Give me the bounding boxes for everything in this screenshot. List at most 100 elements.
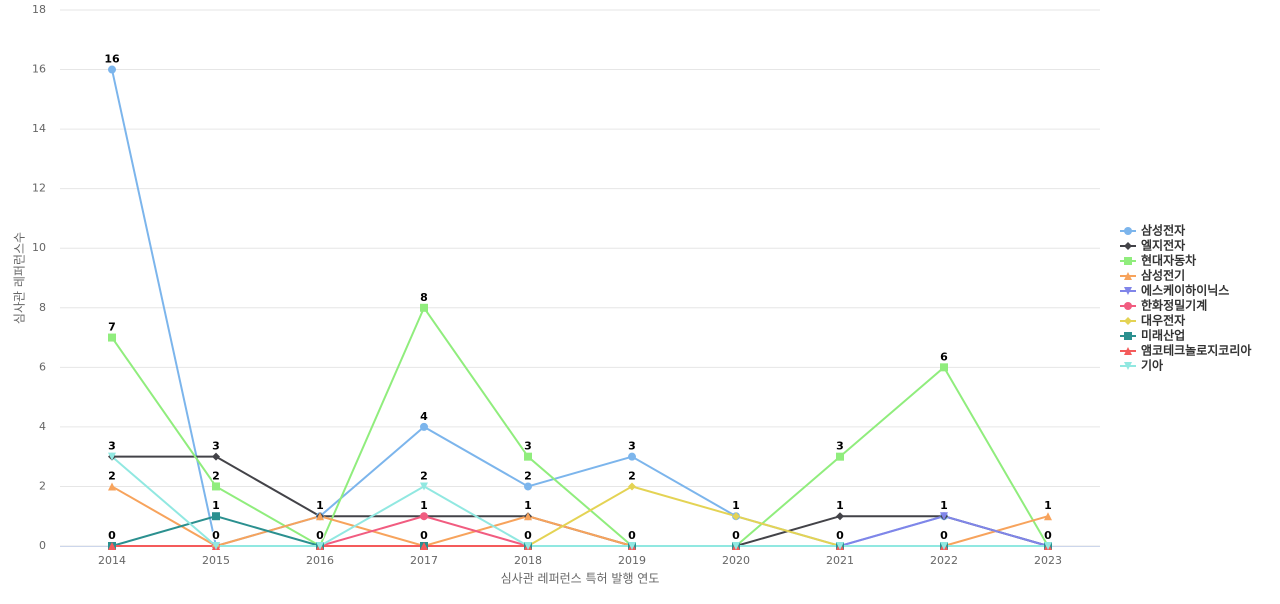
data-label: 3 xyxy=(212,440,220,453)
y-tick-label: 10 xyxy=(32,241,46,254)
data-label: 2 xyxy=(420,469,428,482)
data-label: 2 xyxy=(108,469,116,482)
data-label: 7 xyxy=(108,321,116,334)
point xyxy=(316,512,324,521)
point xyxy=(628,452,636,461)
data-label: 1 xyxy=(420,499,428,512)
point xyxy=(1124,272,1132,280)
point xyxy=(212,512,220,521)
legend-label: 미래산업 xyxy=(1141,328,1185,343)
point xyxy=(1124,362,1132,370)
point xyxy=(1124,317,1132,325)
data-label: 0 xyxy=(1044,529,1052,542)
point xyxy=(108,65,116,74)
point xyxy=(940,542,948,550)
legend-label: 삼성전자 xyxy=(1141,223,1185,238)
point xyxy=(940,363,948,372)
legend-item: 현대자동차 xyxy=(1120,253,1196,268)
x-tick-label: 2015 xyxy=(202,554,230,567)
point xyxy=(836,512,844,521)
point xyxy=(628,542,636,550)
legend-label: 기아 xyxy=(1141,358,1163,373)
point xyxy=(420,422,428,431)
data-label: 0 xyxy=(628,529,636,542)
legend-item: 에스케이하이닉스 xyxy=(1120,283,1229,298)
legend-item: 삼성전기 xyxy=(1120,268,1185,283)
point xyxy=(108,542,116,550)
x-tick-label: 2020 xyxy=(722,554,750,567)
point xyxy=(1124,347,1132,355)
point xyxy=(212,482,220,491)
legend-item: 미래산업 xyxy=(1120,328,1185,343)
data-label: 1 xyxy=(316,499,324,512)
data-label: 0 xyxy=(108,529,116,542)
point xyxy=(108,452,116,461)
data-label: 0 xyxy=(316,529,324,542)
point xyxy=(420,542,428,550)
x-tick-label: 2018 xyxy=(514,554,542,567)
point xyxy=(212,452,220,461)
data-label: 0 xyxy=(212,529,220,542)
data-label: 1 xyxy=(836,499,844,512)
series-line xyxy=(111,305,1049,548)
data-label: 2 xyxy=(212,469,220,482)
point xyxy=(1124,332,1132,340)
point xyxy=(524,542,532,550)
data-label: 1 xyxy=(524,499,532,512)
data-label: 2 xyxy=(628,469,636,482)
data-label: 6 xyxy=(940,350,948,363)
y-tick-label: 14 xyxy=(32,122,46,135)
legend-item: 기아 xyxy=(1120,358,1163,373)
legend-label: 대우전자 xyxy=(1141,313,1185,328)
data-label: 3 xyxy=(524,440,532,453)
point xyxy=(940,512,948,521)
point xyxy=(1124,242,1132,250)
point xyxy=(108,482,116,491)
data-label: 8 xyxy=(420,291,428,304)
point xyxy=(524,482,532,491)
point xyxy=(524,452,532,461)
data-label: 3 xyxy=(628,440,636,453)
legend-label: 한화정밀기계 xyxy=(1141,298,1207,313)
x-tick-label: 2023 xyxy=(1034,554,1062,567)
point xyxy=(1044,512,1052,521)
data-label: 16 xyxy=(104,53,120,66)
legend-item: 엘지전자 xyxy=(1120,238,1185,253)
legend-label: 현대자동차 xyxy=(1141,253,1196,268)
series-line xyxy=(111,455,1048,547)
point xyxy=(420,482,428,491)
point xyxy=(316,542,324,550)
data-label: 1 xyxy=(212,499,220,512)
data-label: 1 xyxy=(940,499,948,512)
data-label: 0 xyxy=(524,529,532,542)
data-label: 1 xyxy=(732,499,740,512)
legend-item: 대우전자 xyxy=(1120,313,1185,328)
y-tick-label: 0 xyxy=(39,539,46,552)
point xyxy=(1124,287,1132,295)
point xyxy=(1124,227,1132,235)
data-label: 2 xyxy=(524,469,532,482)
x-tick-label: 2022 xyxy=(930,554,958,567)
legend-label: 에스케이하이닉스 xyxy=(1141,283,1229,298)
point xyxy=(836,452,844,461)
y-tick-label: 8 xyxy=(39,301,46,314)
x-tick-label: 2019 xyxy=(618,554,646,567)
y-tick-label: 2 xyxy=(39,479,46,492)
legend-item: 삼성전자 xyxy=(1120,223,1185,238)
data-label: 0 xyxy=(420,529,428,542)
legend-label: 삼성전기 xyxy=(1141,268,1185,283)
point xyxy=(836,542,844,550)
point xyxy=(732,542,740,550)
legend-label: 엘지전자 xyxy=(1141,238,1185,253)
point xyxy=(212,542,220,550)
y-tick-label: 6 xyxy=(39,360,46,373)
point xyxy=(732,512,740,521)
y-axis-title: 심사관 레퍼런스수 xyxy=(13,232,27,324)
point xyxy=(1124,257,1132,265)
x-axis-title: 심사관 레퍼런스 특허 발행 연도 xyxy=(501,571,660,586)
data-label: 0 xyxy=(940,529,948,542)
y-tick-label: 16 xyxy=(32,63,46,76)
y-tick-label: 4 xyxy=(39,420,46,433)
y-tick-label: 18 xyxy=(32,3,46,16)
